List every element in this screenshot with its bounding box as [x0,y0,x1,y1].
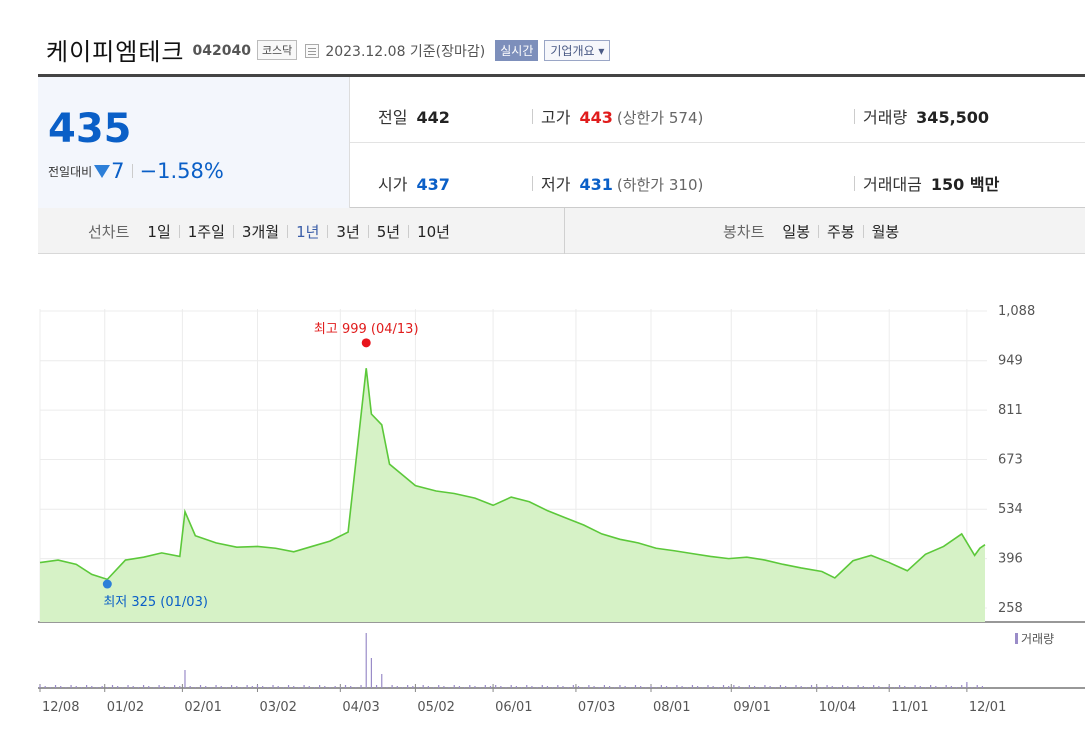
open-label: 시가 [378,175,408,194]
divider [564,208,565,254]
line-chart-options: 선차트 1일 1주일 3개월 1년 3년 5년 10년 [88,208,450,254]
prev-close-label: 전일 [378,108,408,127]
x-tick-label: 08/01 [653,700,690,715]
divider [854,108,855,124]
candle-chart-label: 봉차트 [723,222,765,241]
stock-header: 케이피엠테크 042040 코스닥 2023.12.08 기준(장마감) 실시간… [46,34,611,66]
price-line [39,368,986,581]
base-date: 2023.12.08 기준(장마감) [325,44,486,60]
amount-label: 거래대금 [863,175,922,194]
line-chart-label: 선차트 [88,222,130,241]
realtime-button[interactable]: 실시간 [495,40,539,61]
open-value: 437 [416,175,450,194]
candle-option-1[interactable]: 주봉 [827,222,855,241]
x-tick-label: 03/02 [259,700,296,715]
change-amount: 7 [111,159,125,183]
row-divider [350,142,1085,143]
current-price-panel: 435 전일대비 7 −1.58% [38,77,350,208]
divider [327,224,329,238]
divider [818,224,820,238]
y-tick-label: 396 [998,552,1023,567]
x-tick-label: 07/03 [578,700,615,715]
prev-close-cell: 전일 442 [378,104,450,128]
y-tick-label: 673 [998,453,1023,468]
range-option-3[interactable]: 1년 [296,222,320,241]
x-tick-label: 12/08 [42,700,79,715]
divider [532,108,533,124]
volume-legend-label: 거래량 [1021,632,1054,646]
range-option-1[interactable]: 1주일 [187,222,225,241]
high-annotation: 최고 999 (04/13) [314,322,419,337]
divider [862,224,864,238]
high-label: 고가 [541,108,571,127]
upper-limit: (상한가 574) [616,109,704,127]
range-option-6[interactable]: 10년 [417,222,450,241]
range-option-2[interactable]: 3개월 [241,222,280,241]
divider [178,224,180,238]
down-triangle-icon [94,164,111,178]
range-option-5[interactable]: 5년 [376,222,401,241]
divider [131,164,133,178]
candle-option-0[interactable]: 일봉 [782,222,811,241]
divider [287,224,289,238]
candle-chart-options: 봉차트 일봉 주봉 월봉 [723,208,899,254]
x-tick-label: 01/02 [107,700,144,715]
stock-code: 042040 [192,43,251,59]
amount-cell: 거래대금 150 백만 [854,171,999,195]
market-badge: 코스닥 [256,40,298,60]
candle-option-2[interactable]: 월봉 [871,222,900,241]
low-label: 저가 [541,175,571,194]
x-tick-label: 04/03 [342,700,379,715]
low-value: 431 [579,175,613,194]
volume-value: 345,500 [916,108,990,127]
prev-close-value: 442 [416,108,450,127]
company-info-button[interactable]: 기업개요 ▾ [544,40,611,61]
high-marker [361,338,371,348]
price-area [40,368,985,622]
range-option-4[interactable]: 3년 [336,222,360,241]
divider [854,175,855,191]
x-tick-label: 09/01 [733,700,770,715]
range-option-0[interactable]: 1일 [147,222,171,241]
x-tick-label: 02/01 [184,700,221,715]
y-tick-label: 949 [998,354,1023,369]
x-tick-label: 05/02 [417,700,454,715]
axis-ticks: 1,088 949 811 673 534 396 258 12/08 01/02 02/01 03… [42,304,1035,715]
lower-limit: (하한가 310) [616,176,704,194]
y-tick-label: 1,088 [998,304,1035,319]
volume-cell: 거래량 345,500 [854,104,989,128]
low-marker [102,579,112,589]
chart-range-bar: 선차트 1일 1주일 3개월 1년 3년 5년 10년 봉차트 일봉 주봉 월봉 [38,208,1085,254]
volume-bars [39,633,984,688]
change-info: 전일대비 7 −1.58% [48,159,224,183]
current-price: 435 [48,106,132,152]
divider [367,224,369,238]
calendar-icon [305,44,320,58]
change-label: 전일대비 [48,164,93,179]
price-summary: 435 전일대비 7 −1.58% 전일 442 고가 443 (상한가 574… [38,74,1085,208]
x-tick-label: 11/01 [891,700,928,715]
x-tick-label: 10/04 [819,700,856,715]
divider [232,224,234,238]
chart-grid [38,309,1085,692]
volume-label: 거래량 [863,108,908,127]
y-tick-label: 258 [998,601,1023,616]
high-cell: 고가 443 (상한가 574) [532,104,703,128]
low-annotation: 최저 325 (01/03) [103,595,208,610]
x-tick-label: 12/01 [969,700,1006,715]
amount-value: 150 백만 [930,175,1000,194]
divider [408,224,410,238]
change-percent: −1.58% [139,159,224,183]
divider [532,175,533,191]
volume-legend-swatch [1015,633,1018,644]
x-tick-label: 06/01 [495,700,532,715]
y-tick-label: 811 [998,403,1023,418]
high-value: 443 [579,108,613,127]
low-cell: 저가 431 (하한가 310) [532,171,703,195]
open-cell: 시가 437 [378,171,450,195]
stock-name: 케이피엠테크 [46,37,185,66]
y-tick-label: 534 [998,502,1023,517]
